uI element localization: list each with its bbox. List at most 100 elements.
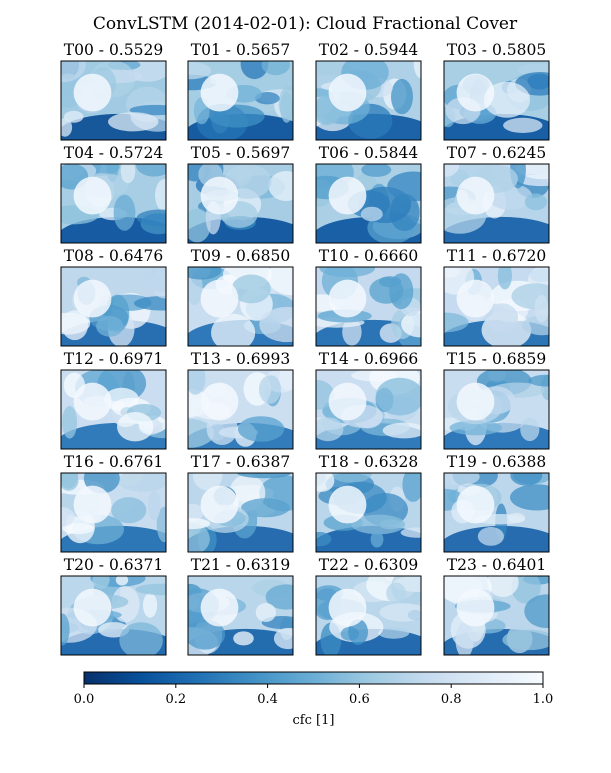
cloud-field [444, 164, 549, 243]
panel-frame [315, 163, 422, 244]
cloud-field [316, 473, 421, 552]
cloud-field [444, 267, 549, 346]
panel-title: T15 - 0.6859 [447, 350, 546, 368]
colorbar-tick-label: 0.8 [441, 692, 462, 707]
cloud-field [61, 267, 166, 346]
cloud-field [316, 576, 421, 655]
panel-title: T00 - 0.5529 [64, 41, 163, 59]
panel-t01: T01 - 0.5657 [187, 41, 294, 141]
panel-t18: T18 - 0.6328 [315, 453, 422, 553]
panel-t16: T16 - 0.6761 [60, 453, 167, 553]
panel-frame [315, 369, 422, 450]
panel-frame [187, 60, 294, 141]
panel-title: T06 - 0.5844 [319, 144, 419, 162]
panel-title: T07 - 0.6245 [447, 144, 546, 162]
panel-frame [443, 266, 550, 347]
panel-title: T02 - 0.5944 [319, 41, 419, 59]
cloud-field [188, 267, 293, 346]
panel-t22: T22 - 0.6309 [315, 556, 422, 656]
cloud-field [61, 576, 166, 655]
panel-frame [60, 163, 167, 244]
panel-frame [60, 575, 167, 656]
panel-frame [60, 60, 167, 141]
panel-title: T22 - 0.6309 [319, 556, 418, 574]
panel-t23: T23 - 0.6401 [443, 556, 550, 656]
colorbar-tick-label: 0.6 [349, 692, 370, 707]
colorbar-tick-label: 1.0 [533, 692, 554, 707]
panel-t13: T13 - 0.6993 [187, 350, 294, 450]
panel-title: T01 - 0.5657 [191, 41, 290, 59]
cloud-field [188, 164, 293, 243]
panel-title: T11 - 0.6720 [447, 247, 546, 265]
cloud-field [61, 473, 166, 552]
panel-frame [443, 369, 550, 450]
panel-t11: T11 - 0.6720 [443, 247, 550, 347]
panel-title: T13 - 0.6993 [191, 350, 290, 368]
cloud-field [316, 370, 421, 449]
panel-title: T17 - 0.6387 [191, 453, 290, 471]
panel-frame [315, 575, 422, 656]
colorbar-label: cfc [1] [293, 713, 335, 728]
cloud-field [316, 164, 421, 243]
panel-frame [315, 266, 422, 347]
panel-title: T14 - 0.6966 [319, 350, 418, 368]
panel-t02: T02 - 0.5944 [315, 41, 422, 141]
cloud-field [444, 473, 549, 552]
panel-title: T18 - 0.6328 [319, 453, 418, 471]
panel-t08: T08 - 0.6476 [60, 247, 167, 347]
colorbar-tick-label: 0.4 [257, 692, 278, 707]
panel-title: T16 - 0.6761 [64, 453, 163, 471]
panel-frame [443, 60, 550, 141]
panel-t00: T00 - 0.5529 [60, 41, 167, 141]
panel-grid: T00 - 0.5529 T01 - 0.5657 T02 - 0.5944 T03 … [60, 41, 550, 656]
panel-frame [443, 472, 550, 553]
cloud-field [316, 61, 421, 140]
panel-title: T05 - 0.5697 [191, 144, 290, 162]
panel-t09: T09 - 0.6850 [187, 247, 294, 347]
panel-t05: T05 - 0.5697 [187, 144, 294, 244]
panel-frame [187, 163, 294, 244]
panel-t15: T15 - 0.6859 [443, 350, 550, 450]
panel-t07: T07 - 0.6245 [443, 144, 550, 244]
panel-frame [315, 60, 422, 141]
cloud-field [61, 61, 166, 140]
panel-t21: T21 - 0.6319 [187, 556, 294, 656]
panel-frame [60, 369, 167, 450]
panel-t14: T14 - 0.6966 [315, 350, 422, 450]
panel-title: T12 - 0.6971 [64, 350, 163, 368]
colorbar-bar [83, 671, 544, 685]
cloud-field [188, 576, 293, 655]
panel-t06: T06 - 0.5844 [315, 144, 422, 244]
panel-t12: T12 - 0.6971 [60, 350, 167, 450]
cloud-field [444, 61, 549, 140]
colorbar: 0.0 0.2 0.4 0.6 0.8 1.0 cfc [1] [74, 671, 554, 728]
panel-frame [443, 163, 550, 244]
panel-frame [60, 472, 167, 553]
figure-title: ConvLSTM (2014-02-01): Cloud Fractional … [93, 14, 518, 34]
panel-frame [443, 575, 550, 656]
panel-t17: T17 - 0.6387 [187, 453, 294, 553]
panel-title: T19 - 0.6388 [447, 453, 546, 471]
panel-frame [315, 472, 422, 553]
panel-t19: T19 - 0.6388 [443, 453, 550, 553]
panel-t03: T03 - 0.5805 [443, 41, 550, 141]
colorbar-tick-label: 0.2 [165, 692, 186, 707]
panel-frame [187, 266, 294, 347]
cloud-field [61, 164, 166, 243]
panel-frame [187, 369, 294, 450]
cloud-field [188, 370, 293, 449]
panel-title: T03 - 0.5805 [447, 41, 546, 59]
panel-title: T09 - 0.6850 [191, 247, 290, 265]
cloud-field [188, 473, 293, 552]
panel-t10: T10 - 0.6660 [315, 247, 422, 347]
colorbar-tick-label: 0.0 [74, 692, 95, 707]
panel-title: T04 - 0.5724 [64, 144, 164, 162]
panel-frame [60, 266, 167, 347]
panel-frame [187, 472, 294, 553]
cloud-field [188, 61, 293, 140]
panel-title: T10 - 0.6660 [319, 247, 418, 265]
panel-t04: T04 - 0.5724 [60, 144, 167, 244]
panel-title: T08 - 0.6476 [64, 247, 163, 265]
panel-title: T20 - 0.6371 [64, 556, 163, 574]
cloud-field [444, 576, 549, 655]
